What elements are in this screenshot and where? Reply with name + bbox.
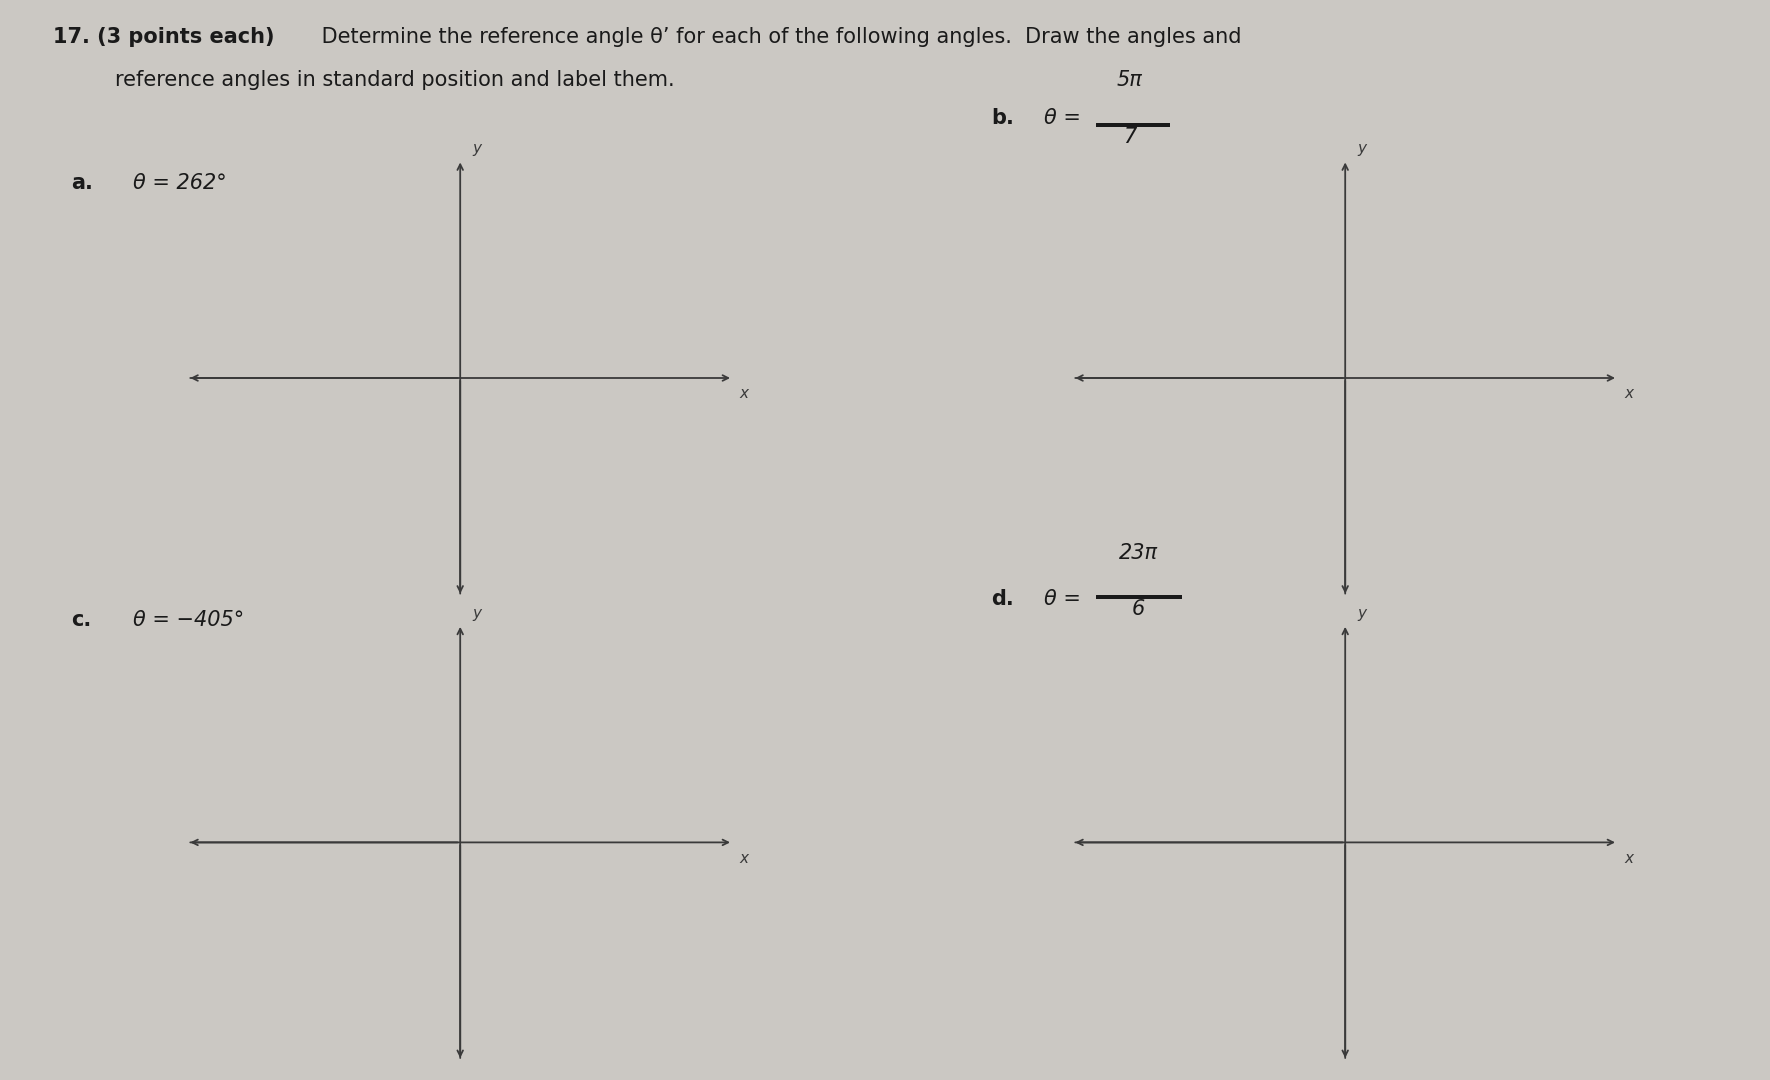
Text: θ = −405°: θ = −405° [133,610,244,631]
Text: y: y [473,606,481,621]
Text: c.: c. [71,610,90,631]
Text: x: x [740,387,749,402]
Text: θ = 262°: θ = 262° [133,173,227,193]
Text: 5π: 5π [1117,70,1142,91]
Text: reference angles in standard position and label them.: reference angles in standard position an… [115,70,674,91]
Text: x: x [740,851,749,866]
Text: 17. (3 points each): 17. (3 points each) [53,27,274,48]
Text: Determine the reference angle θ’ for each of the following angles.  Draw the ang: Determine the reference angle θ’ for eac… [315,27,1241,48]
Text: x: x [1625,851,1634,866]
Text: 7: 7 [1122,127,1136,148]
Text: y: y [1358,141,1366,157]
Text: 6: 6 [1131,599,1145,620]
Text: θ =: θ = [1044,589,1089,609]
Text: y: y [1358,606,1366,621]
Text: a.: a. [71,173,92,193]
Text: θ =: θ = [1044,108,1089,129]
Text: 23π: 23π [1119,543,1158,564]
Text: x: x [1625,387,1634,402]
Text: y: y [473,141,481,157]
Text: b.: b. [991,108,1014,129]
Text: d.: d. [991,589,1014,609]
